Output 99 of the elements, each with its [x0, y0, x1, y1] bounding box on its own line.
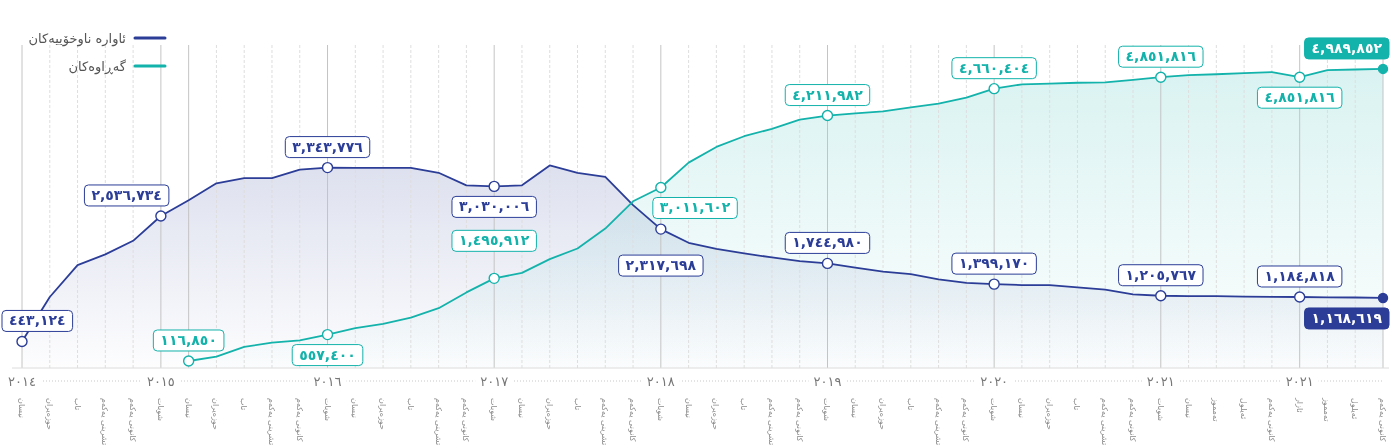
- data-label: ٢,٣١٧,٦٩٨: [625, 257, 697, 274]
- point: [1293, 291, 1306, 303]
- point: [182, 355, 195, 367]
- x-tick-label: شوبات: [155, 398, 165, 422]
- text: ٢٠٢٠: [980, 374, 1009, 389]
- point: [988, 82, 1000, 95]
- legend-label: ئاوارە ناوخۆییەکان: [28, 31, 126, 47]
- data-label: ١,١٨٤,٨١٨: [1264, 267, 1336, 284]
- x-tick-label: نیسان: [683, 398, 693, 419]
- data-label: ٤,٨٥١,٨١٦: [1125, 48, 1197, 65]
- x-tick-label: کانونی یەکەم: [794, 398, 804, 442]
- point: [821, 257, 834, 270]
- data-label: ٣,٠٣٠,٠٠٦: [458, 198, 530, 215]
- x-tick-label: شوبات: [489, 398, 499, 422]
- x-tick-label: نیسان: [1183, 398, 1193, 419]
- data-label: ١,٣٩٩,١٧٠: [958, 255, 1030, 272]
- x-tick-label: تەمموز: [1211, 397, 1221, 422]
- data-label: ١,٢٠٥,٧٦٧: [1125, 266, 1197, 283]
- x-tick-label: تشرینی یەکەم: [600, 398, 610, 446]
- data-label: ٥٥٧,٤٠٠: [299, 346, 356, 363]
- data-label: ٣,٣٤٣,٧٧٦: [292, 138, 364, 155]
- data-label: ٢,٥٣٦,٧٣٤: [91, 186, 162, 203]
- point: [655, 181, 667, 194]
- x-tick-label: تاب: [405, 398, 415, 411]
- x-tick-label: نیسان: [516, 398, 526, 419]
- x-tick-label: تشرینی یەکەم: [266, 398, 276, 446]
- point: [1293, 71, 1306, 83]
- data-label: ١,١٦٨,٦١٩: [1311, 309, 1383, 326]
- x-tick-label: تاب: [739, 398, 749, 411]
- point: [16, 335, 28, 348]
- x-tick-label: شوبات: [655, 398, 665, 422]
- x-tick-label: ئازار: [1294, 397, 1304, 413]
- x-tick-label: تاب: [572, 398, 582, 411]
- x-tick-label: کانونی یەکەم: [294, 398, 304, 442]
- text: ٢٠١٥: [146, 374, 175, 389]
- x-tick-label: حوزەیران: [711, 398, 721, 430]
- text: ٢٠١٩: [813, 374, 842, 389]
- point: [1377, 63, 1389, 75]
- x-tick-label: حوزەیران: [544, 398, 554, 430]
- x-tick-label: حوزەیران: [378, 398, 388, 430]
- x-tick-label: کانونی یەکەم: [461, 398, 471, 442]
- point: [155, 210, 167, 222]
- x-tick-label: شوبات: [322, 398, 332, 422]
- x-tick-label: شوبات: [1155, 398, 1165, 422]
- x-tick-label: ئەیلول: [1239, 398, 1249, 420]
- x-tick-label: نیسان: [350, 398, 360, 419]
- point: [488, 180, 500, 193]
- point: [821, 109, 834, 122]
- text: ٢٠٢١: [1146, 374, 1175, 389]
- text: ٢٠٢١: [1285, 374, 1314, 389]
- data-label: ١١٦,٨٥٠: [160, 332, 217, 348]
- x-tick-label: نیسان: [1016, 398, 1026, 419]
- x-tick-label: تشرینی یەکەم: [100, 398, 110, 446]
- point: [988, 278, 1000, 290]
- x-tick-label: کانونی یەکەم: [628, 398, 638, 442]
- data-label: ٤٤٣,١٢٤: [9, 312, 66, 329]
- x-tick-label: حوزەیران: [878, 398, 888, 430]
- x-tick-label: ئەیلول: [1350, 398, 1360, 420]
- x-tick-label: تشرینی یەکەم: [933, 398, 943, 446]
- x-tick-label: شوبات: [989, 398, 999, 422]
- x-tick-label: تشرینی یەکەم: [766, 398, 776, 446]
- x-tick-label: تاب: [905, 398, 915, 411]
- data-label: ٣,٠١١,٦٠٢: [659, 199, 731, 216]
- x-tick-label: نیسان: [17, 398, 26, 419]
- x-tick-label: حوزەیران: [211, 398, 221, 430]
- x-tick-label: تاب: [1072, 398, 1082, 411]
- point: [321, 328, 334, 341]
- point: [1377, 292, 1389, 304]
- data-label: ٤,٦٦٠,٤٠٤: [958, 59, 1030, 76]
- x-tick-label: نیسان: [183, 398, 193, 419]
- point: [655, 223, 667, 235]
- x-tick-label: تاب: [72, 398, 82, 411]
- x-tick-label: کانونی یەکەم: [1266, 398, 1276, 442]
- x-tick-label: کانونی یەکەم: [128, 398, 138, 442]
- point: [488, 272, 500, 285]
- x-tick-label: کانونی یەکەم: [1378, 398, 1387, 442]
- x-tick-label: حوزەیران: [44, 398, 54, 430]
- x-tick-label: تاب: [239, 398, 249, 411]
- data-label: ٤,٢١١,٩٨٢: [792, 86, 864, 103]
- x-tick-label: شوبات: [822, 398, 832, 422]
- data-label: ١,٤٩٥,٩١٢: [458, 232, 530, 249]
- data-label: ٤,٩٨٩,٨٥٢: [1311, 39, 1383, 56]
- text: ٢٠١٦: [313, 374, 342, 389]
- x-tick-label: تەمموز: [1322, 397, 1332, 422]
- x-tick-label: تشرینی یەکەم: [1100, 398, 1110, 446]
- data-label: ٤,٨٥١,٨١٦: [1264, 89, 1336, 106]
- legend-label: گەڕاوەکان: [68, 59, 127, 75]
- data-label: ١,٧٤٤,٩٨٠: [792, 234, 863, 251]
- text: ٢٠١٤: [8, 374, 36, 389]
- point: [321, 161, 334, 174]
- x-tick-label: کانونی یەکەم: [1128, 398, 1138, 442]
- x-tick-label: حوزەیران: [1044, 398, 1054, 430]
- x-tick-label: کانونی یەکەم: [961, 398, 971, 442]
- x-tick-label: تشرینی یەکەم: [433, 398, 443, 446]
- text: ٢٠١٨: [646, 374, 675, 389]
- text: ٢٠١٧: [480, 374, 509, 389]
- x-tick-label: نیسان: [850, 398, 860, 419]
- point: [1155, 290, 1167, 302]
- point: [1155, 71, 1167, 83]
